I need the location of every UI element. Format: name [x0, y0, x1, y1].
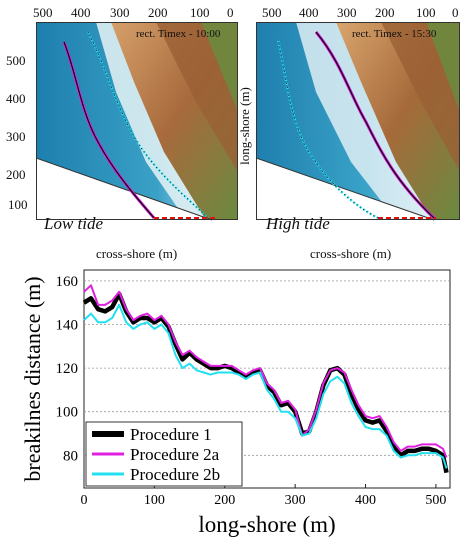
x-tick-label: 300: [285, 493, 306, 508]
right-ylabel: long-shore (m): [237, 87, 252, 165]
left-y-tick: 200: [6, 167, 26, 182]
left-x-tick: 100: [190, 5, 210, 20]
left-x-tick: 300: [110, 5, 130, 20]
x-tick-label: 0: [81, 493, 88, 508]
y-tick-label: 100: [56, 405, 79, 421]
left-rect-title: rect. Timex - 10:00: [136, 28, 221, 40]
right-x-tick: 500: [262, 5, 282, 20]
legend-label: Procedure 2b: [130, 465, 220, 484]
left-x-tick: 200: [148, 5, 168, 20]
x-tick-label: 400: [355, 493, 376, 508]
left-tide-label: Low tide: [44, 214, 104, 233]
right-x-tick: 200: [375, 5, 395, 20]
right-xlabel: cross-shore (m): [310, 246, 392, 261]
right-x-tick: 400: [299, 5, 319, 20]
right-tide-label: High tide: [266, 214, 330, 233]
right-x-tick: 300: [337, 5, 357, 20]
x-tick-label: 200: [214, 493, 235, 508]
series-line-2: [83, 284, 448, 458]
left-x-tick: 0: [227, 5, 234, 20]
left-x-tick: 400: [71, 5, 91, 20]
y-tick-label: 80: [63, 448, 78, 464]
left-xlabel: cross-shore (m): [96, 246, 178, 261]
right-x-tick: 0: [452, 5, 459, 20]
right-x-tick: 100: [416, 5, 436, 20]
left-y-tick: 100: [8, 197, 28, 212]
y-tick-label: 140: [56, 318, 79, 334]
y-tick-label: 120: [56, 361, 79, 377]
series-line-3: [83, 303, 448, 469]
legend-label: Procedure 1: [130, 425, 212, 444]
left-y-tick: 400: [6, 91, 26, 106]
left-beach-image: [36, 22, 238, 221]
left-x-tick: 500: [33, 5, 53, 20]
right-rect-title: rect. Timex - 15:30: [352, 28, 437, 40]
series-line-1: [82, 291, 449, 474]
x-axis-label: long-shore (m): [198, 512, 335, 537]
left-y-tick: 300: [6, 129, 26, 144]
y-axis-label: breakilnes distance (m): [20, 276, 45, 481]
x-tick-label: 500: [425, 493, 446, 508]
breaklines-chart: 80 100 120 140 160 0 100 200 300 400 500 long-shore…: [20, 269, 451, 537]
x-tick-label: 100: [144, 493, 165, 508]
legend-label: Procedure 2a: [130, 445, 220, 464]
left-y-tick: 500: [6, 53, 26, 68]
y-tick-label: 160: [56, 274, 79, 290]
right-beach-image: [256, 22, 460, 221]
